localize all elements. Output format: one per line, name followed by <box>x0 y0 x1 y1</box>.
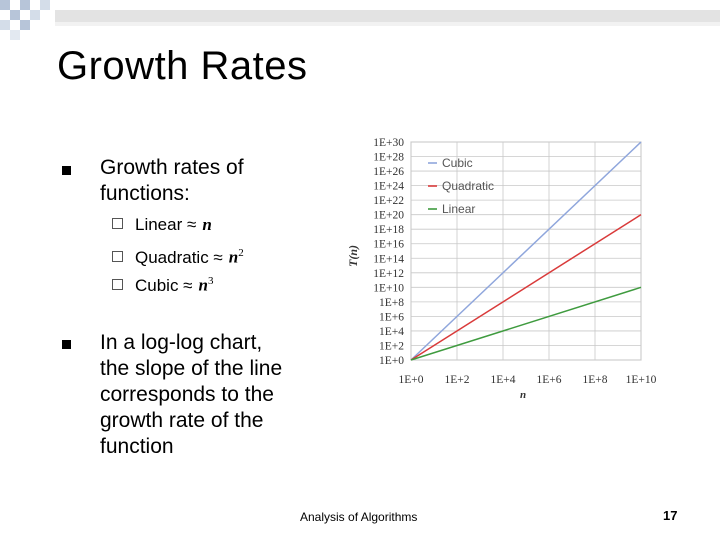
math-exponent: 2 <box>238 247 244 259</box>
footer-text: Analysis of Algorithms <box>300 510 418 524</box>
x-tick-label: 1E+2 <box>444 374 469 386</box>
y-tick-label: 1E+22 <box>373 195 404 207</box>
x-tick-label: 1E+10 <box>626 374 657 386</box>
sub-bullet-math: n3 <box>199 268 214 299</box>
page-number: 17 <box>663 508 678 523</box>
x-axis-label: n <box>520 389 526 401</box>
legend-label-cubic: Cubic <box>442 156 473 170</box>
x-tick-label: 1E+4 <box>490 374 515 386</box>
bullet-marker <box>62 340 71 349</box>
math-var: n <box>198 275 208 295</box>
series-line-linear <box>410 286 642 361</box>
checkbox-bullet-icon <box>112 218 123 229</box>
bullet-1-line-2: functions: <box>100 182 190 205</box>
legend-label-quadratic: Quadratic <box>442 179 494 193</box>
checkbox-bullet-icon <box>112 250 123 262</box>
y-tick-label: 1E+24 <box>373 181 404 193</box>
y-tick-label: 1E+30 <box>373 137 404 149</box>
y-tick-label: 1E+10 <box>373 282 404 294</box>
bullet-2-line-1: In a log-log chart, <box>100 331 263 354</box>
sub-bullet-cubic: Cubic ≈ n3 <box>112 268 214 299</box>
sub-bullet-quadratic: Quadratic ≈ n2 <box>112 240 244 271</box>
bullet-text-1: Growth rates of functions: <box>100 155 244 207</box>
slide-title: Growth Rates <box>57 44 308 88</box>
y-tick-label: 1E+14 <box>373 253 404 265</box>
y-tick-label: 1E+18 <box>373 224 404 236</box>
header-band-shadow <box>55 22 720 26</box>
bullet-2-line-3: corresponds to the <box>100 383 274 406</box>
y-tick-label: 1E+26 <box>373 166 404 178</box>
y-tick-label: 1E+16 <box>373 239 404 251</box>
sub-bullet-label: Quadratic ≈ <box>135 247 223 267</box>
bullet-2-line-5: function <box>100 435 174 458</box>
sub-bullet-linear: Linear ≈ n <box>112 212 212 238</box>
y-tick-label: 1E+2 <box>379 340 404 352</box>
y-tick-label: 1E+20 <box>373 210 404 222</box>
checkbox-bullet-icon <box>112 278 123 290</box>
math-exponent: 3 <box>208 275 214 287</box>
math-var: n <box>228 247 239 267</box>
y-axis-label: T(n) <box>346 245 360 267</box>
sub-bullet-math: n <box>202 212 211 238</box>
legend-label-linear: Linear <box>442 202 475 216</box>
y-tick-label: 1E+0 <box>379 355 404 367</box>
series-line-cubic <box>410 141 642 361</box>
y-tick-label: 1E+28 <box>373 152 404 164</box>
bullet-2-line-4: growth rate of the <box>100 409 264 432</box>
bullet-marker <box>62 166 71 175</box>
y-tick-label: 1E+12 <box>373 268 404 280</box>
y-tick-label: 1E+6 <box>379 311 404 323</box>
series-line-quadratic <box>410 214 642 361</box>
x-tick-label: 1E+6 <box>536 374 561 386</box>
header-band <box>55 10 720 22</box>
sub-bullet-math: n2 <box>229 240 244 271</box>
log-log-growth-chart: 1E+0 1E+2 1E+4 1E+6 1E+8 1E+10 1E+12 1E+14 1E+16… <box>346 137 657 401</box>
x-tick-label: 1E+0 <box>398 374 423 386</box>
sub-bullet-label: Linear ≈ <box>135 215 197 234</box>
bullet-2-line-2: the slope of the line <box>100 357 283 380</box>
math-var: n <box>202 215 212 234</box>
sub-bullet-label: Cubic ≈ <box>135 275 193 295</box>
y-tick-label: 1E+8 <box>379 297 404 309</box>
y-tick-label: 1E+4 <box>379 326 404 338</box>
x-tick-label: 1E+8 <box>582 374 607 386</box>
bullet-text-2: In a log-log chart, the slope of the lin… <box>100 330 282 460</box>
bullet-1-line-1: Growth rates of <box>100 156 244 179</box>
